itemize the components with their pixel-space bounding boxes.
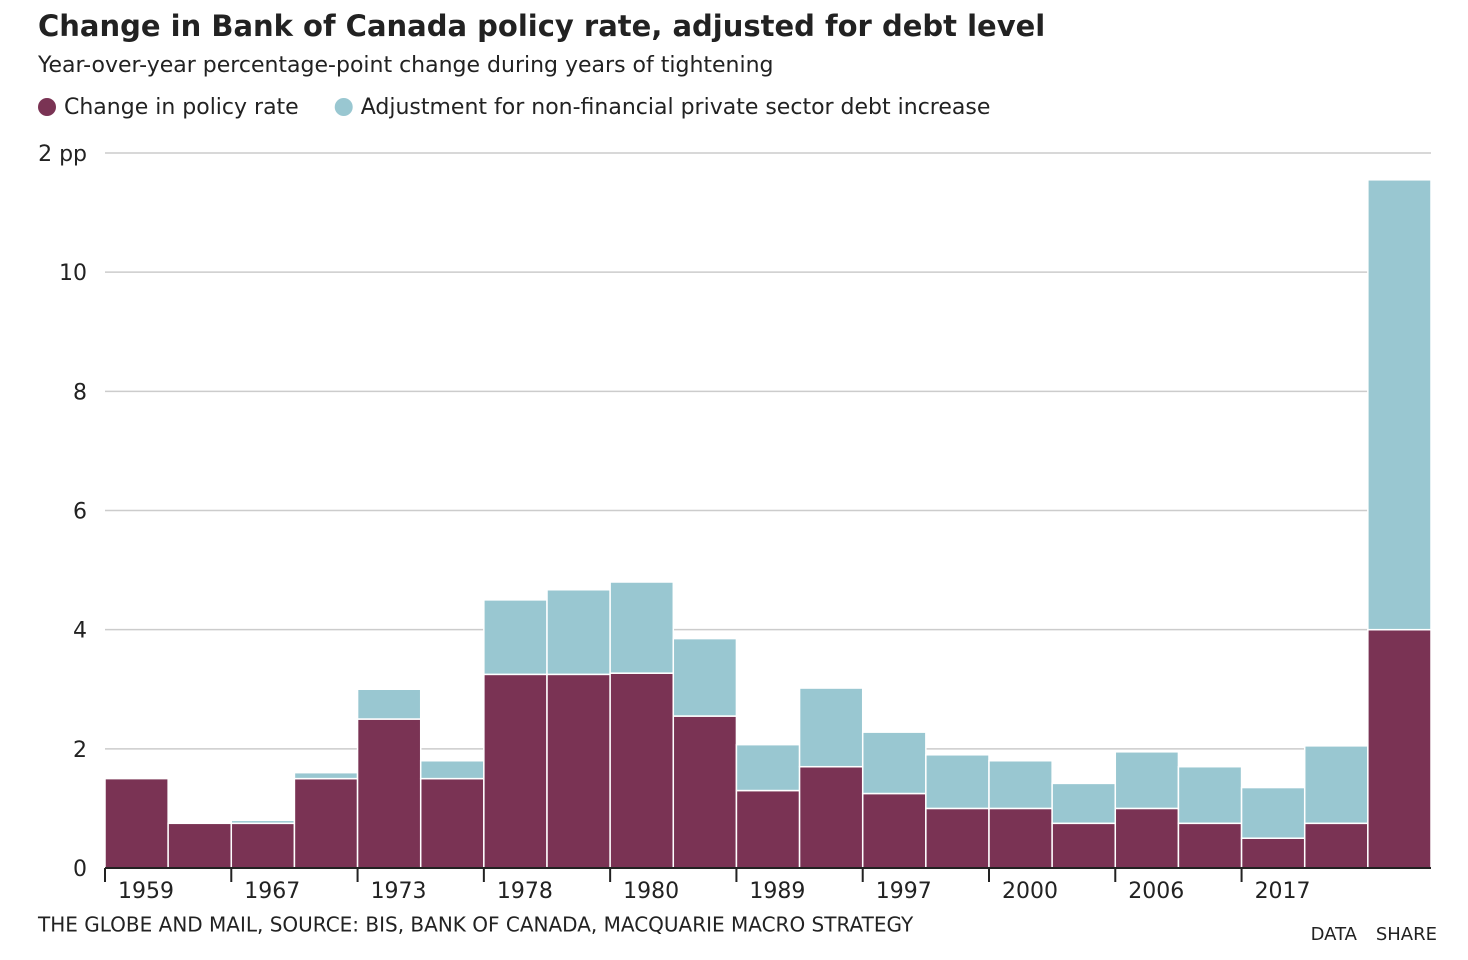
bar-segment [230,822,296,869]
bar-segment [861,731,927,795]
chart-subtitle: Year-over-year percentage-point change d… [37,53,774,78]
source: THE GLOBE AND MAIL, SOURCE: BIS, BANK OF… [37,913,914,937]
chart-title: Change in Bank of Canada policy rate, ad… [38,9,1045,43]
y-tick-label: 8 [73,380,87,405]
y-tick-label: 4 [73,619,87,644]
bar-segment [356,718,422,869]
y-tick-label: 10 [59,261,87,286]
bar-segment [1303,822,1369,869]
x-tick-label: 1973 [371,879,427,904]
bar-segment [798,765,864,869]
bar-segment [104,777,169,869]
bar-segment [419,760,485,780]
bar-segment [735,743,801,792]
x-tick-label: 1980 [623,879,679,904]
x-tick-label: 2000 [1002,879,1058,904]
bar-segment [1240,837,1306,869]
y-tick-label: 2 [73,738,87,763]
share-link[interactable]: SHARE [1376,924,1437,945]
x-tick-label: 1989 [749,879,805,904]
bar-segment [672,637,738,717]
bar-segment [1051,822,1117,869]
bar-segment [609,672,675,869]
bar-segment [1051,782,1117,825]
legend-swatch [334,98,353,116]
bar-segment [230,819,296,825]
bar-segment [546,588,611,676]
data-link[interactable]: DATA [1311,924,1358,945]
bar-segment [861,792,927,869]
x-tick-label: 1997 [876,879,932,904]
bar-segment [735,789,801,869]
bar-segment [419,777,485,869]
x-tick-label: 2006 [1128,879,1184,904]
bar-segment [672,715,738,869]
bar-segment [483,599,548,676]
bar-segment [925,807,990,869]
bar-segment [798,687,864,768]
bar-segment [483,673,548,869]
bar-segment [1177,765,1243,825]
legend-label: Change in policy rate [64,95,299,120]
bar-segment [1303,745,1369,825]
legend-swatch [38,98,56,116]
bar-segment [988,807,1053,869]
x-tick-label: 2017 [1255,879,1311,904]
bar-segment [1367,628,1432,869]
bar-segment [1177,822,1243,869]
bar-segment [925,754,990,810]
x-tick-label: 1967 [244,879,300,904]
bar-segment [609,581,675,674]
bar-segment [293,777,359,869]
bar-segment [1114,751,1180,810]
y-tick-label: 6 [73,500,87,525]
bar-segment [1367,179,1432,631]
bar-segment [988,760,1053,810]
bar-segment [546,673,611,869]
bar-segment [167,822,233,869]
legend-label: Adjustment for non-financial private sec… [361,95,991,120]
bar-segment [293,771,359,780]
x-tick-label: 1978 [497,879,553,904]
bar-segment [1240,786,1306,839]
bar-segment [356,688,422,720]
y-tick-label: 2 pp [38,142,87,167]
x-tick-label: 1959 [118,879,174,904]
y-tick-label: 0 [73,857,87,882]
bar-segment [1114,807,1180,869]
